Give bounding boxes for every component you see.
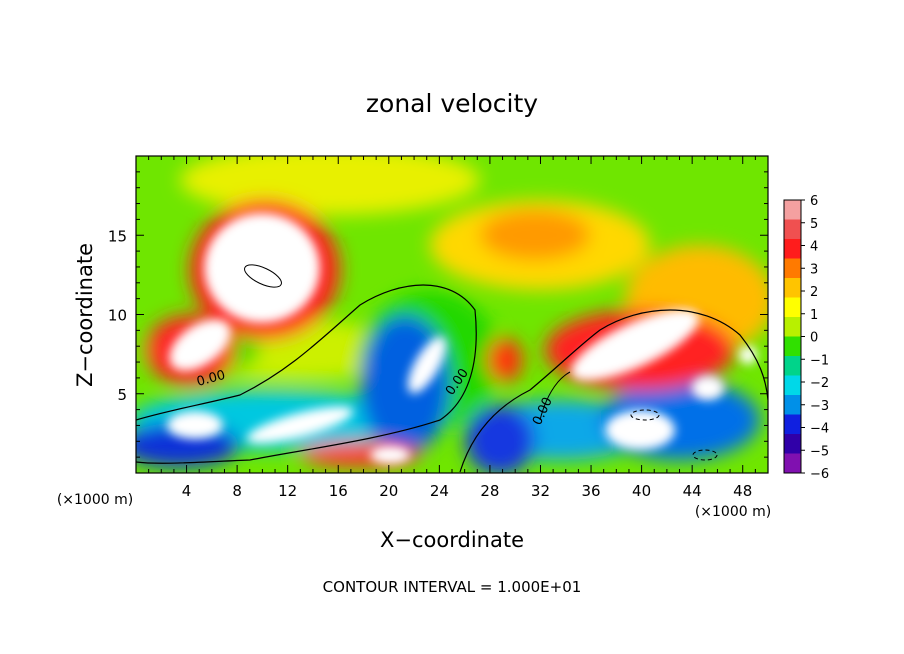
colorbar-label: −6 — [810, 467, 829, 482]
x-axis-label: X−coordinate — [380, 528, 524, 552]
colorbar-swatch — [784, 453, 801, 474]
contour-zero-right — [459, 309, 768, 473]
y-tick-label: 5 — [117, 386, 127, 404]
contour-min-dashed-2 — [692, 449, 718, 461]
y-axis-label: Z−coordinate — [73, 243, 97, 387]
colorbar-label: −1 — [810, 353, 829, 368]
x-tick-label: 8 — [232, 482, 242, 500]
heatmap-field: 0.00 0.00 0.00 — [136, 156, 768, 473]
contour-zero-small — [539, 371, 571, 421]
x-tick-label: 12 — [278, 482, 297, 500]
colorbar-label: 2 — [810, 285, 818, 300]
x-tick-label: 28 — [480, 482, 499, 500]
colorbar-label: −2 — [810, 376, 829, 391]
chart-title: zonal velocity — [366, 89, 538, 118]
x-tick-label: 36 — [581, 482, 600, 500]
colorbar-label: −3 — [810, 399, 829, 414]
colorbar-swatch — [784, 317, 801, 337]
contour-zero-left — [136, 284, 477, 464]
y-unit-label: (×1000 m) — [57, 492, 133, 508]
colorbar-swatch — [784, 278, 801, 298]
x-tick-label: 20 — [379, 482, 398, 500]
colorbar-swatch — [784, 375, 801, 396]
colorbar-swatch — [784, 434, 801, 454]
colorbar-label: 3 — [810, 262, 818, 277]
y-axis-ticks: 5 10 15 — [108, 171, 768, 458]
colorbar-swatch — [784, 414, 801, 435]
x-tick-label: 44 — [683, 482, 702, 500]
colorbar-swatch — [784, 356, 801, 376]
x-axis-ticks: 4 8 12 16 20 24 28 32 36 40 44 48 — [148, 156, 756, 500]
y-tick-label: 15 — [108, 227, 127, 245]
contour-label-1: 0.00 — [195, 368, 227, 390]
colorbar: 6 5 4 3 2 1 0 −1 −2 −3 −4 −5 −6 — [783, 194, 829, 482]
colorbar-swatch — [784, 239, 801, 259]
colorbar-label: 0 — [810, 331, 818, 346]
contour-interval-note: CONTOUR INTERVAL = 1.000E+01 — [323, 578, 582, 596]
colorbar-label: 6 — [810, 194, 818, 209]
colorbar-swatch — [784, 219, 801, 240]
colorbar-swatch — [784, 395, 801, 415]
x-tick-label: 4 — [182, 482, 192, 500]
colorbar-label: −4 — [810, 422, 829, 437]
x-tick-label: 24 — [430, 482, 449, 500]
colorbar-label: 1 — [810, 308, 818, 323]
x-unit-label: (×1000 m) — [695, 504, 771, 520]
colorbar-swatch — [784, 336, 801, 357]
colorbar-swatch — [784, 297, 801, 318]
colorbar-swatch — [784, 200, 801, 220]
x-tick-label: 40 — [632, 482, 651, 500]
colorbar-label: −5 — [810, 444, 829, 459]
contour-max-closed — [244, 264, 282, 288]
colorbar-label: 4 — [810, 240, 818, 255]
colorbar-swatch — [784, 258, 801, 279]
x-tick-label: 48 — [733, 482, 752, 500]
x-tick-label: 32 — [531, 482, 550, 500]
colorbar-label: 5 — [810, 217, 818, 232]
y-tick-label: 10 — [108, 307, 127, 325]
x-tick-label: 16 — [329, 482, 348, 500]
contour-min-dashed — [630, 409, 660, 421]
